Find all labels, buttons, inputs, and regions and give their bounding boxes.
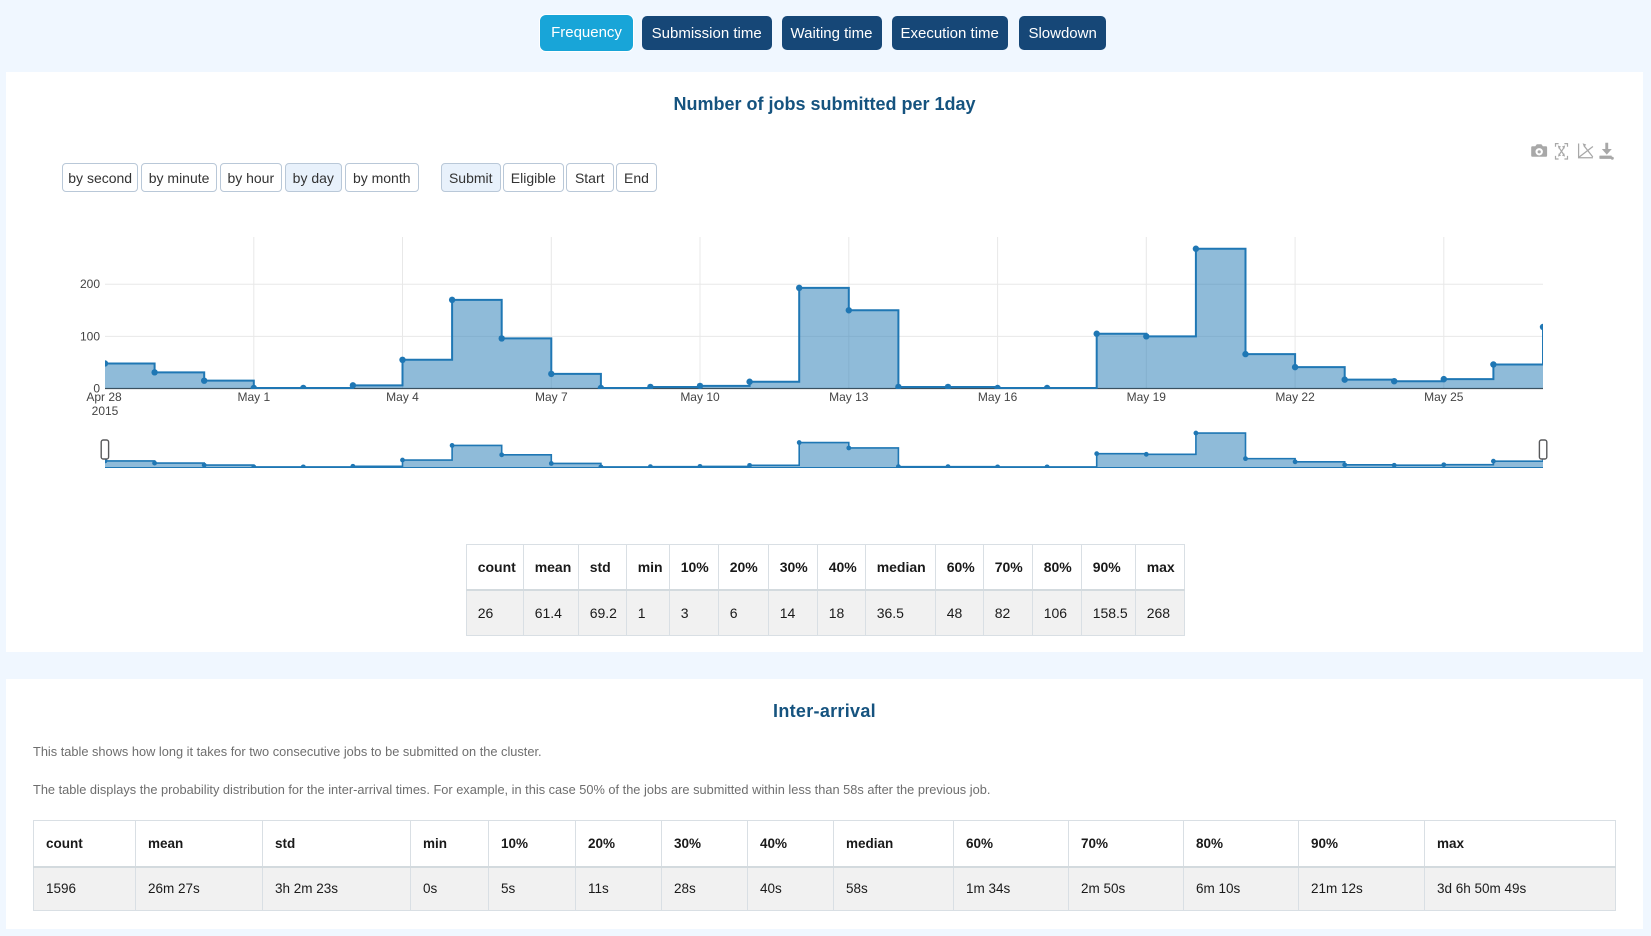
- svg-text:0: 0: [93, 382, 100, 396]
- svg-text:May 25: May 25: [1424, 390, 1464, 404]
- svg-text:May 13: May 13: [829, 390, 869, 404]
- svg-text:May 1: May 1: [237, 390, 270, 404]
- svg-text:May 16: May 16: [978, 390, 1018, 404]
- svg-text:100: 100: [80, 329, 100, 343]
- svg-text:May 10: May 10: [680, 390, 720, 404]
- svg-text:May 7: May 7: [535, 390, 568, 404]
- svg-text:May 4: May 4: [386, 390, 419, 404]
- svg-text:200: 200: [80, 277, 100, 291]
- svg-text:May 22: May 22: [1275, 390, 1315, 404]
- svg-text:2015: 2015: [92, 404, 119, 418]
- svg-text:Apr 28: Apr 28: [86, 390, 122, 404]
- svg-text:May 19: May 19: [1127, 390, 1167, 404]
